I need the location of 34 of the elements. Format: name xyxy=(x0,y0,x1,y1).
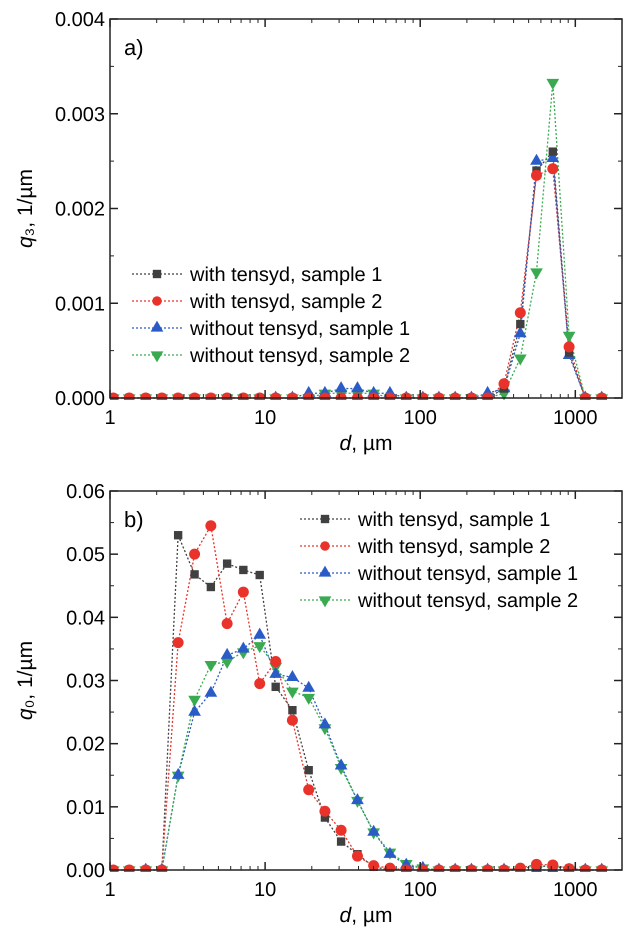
x-tick-label: 1 xyxy=(104,407,116,429)
annotation: a) xyxy=(124,35,144,60)
y-tick-label: 0.06 xyxy=(66,481,105,503)
annotation: b) xyxy=(124,507,144,532)
legend-label: without tensyd, sample 1 xyxy=(357,563,578,585)
y-tick-label: 0.04 xyxy=(66,607,105,630)
legend-label: without tensyd, sample 2 xyxy=(357,590,578,612)
legend-label: without tensyd, sample 1 xyxy=(189,318,410,340)
y-tick-label: 0.001 xyxy=(54,293,105,316)
legend-label: with tensyd, sample 2 xyxy=(189,291,382,313)
x-tick-label: 10 xyxy=(254,407,276,429)
y-axis-title: q₀, 1/µm xyxy=(14,640,37,720)
legend-label: without tensyd, sample 2 xyxy=(189,345,410,367)
x-axis-title: d, µm xyxy=(340,904,392,927)
y-tick-label: 0.00 xyxy=(66,860,105,882)
legend-label: with tensyd, sample 1 xyxy=(189,264,382,286)
y-axis-title: q₃, 1/µm xyxy=(14,168,37,248)
x-tick-label: 100 xyxy=(404,879,437,901)
y-tick-label: 0.003 xyxy=(54,104,105,126)
y-tick-label: 0.03 xyxy=(66,670,105,692)
x-tick-label: 10 xyxy=(254,879,276,901)
y-tick-label: 0.004 xyxy=(54,9,105,31)
y-tick-label: 0.01 xyxy=(66,796,105,819)
x-tick-label: 1000 xyxy=(553,407,598,429)
y-tick-label: 0.05 xyxy=(66,544,105,566)
legend-label: with tensyd, sample 2 xyxy=(357,536,550,558)
x-tick-label: 1000 xyxy=(553,879,598,901)
x-tick-label: 1 xyxy=(104,879,116,901)
y-tick-label: 0.002 xyxy=(54,198,105,220)
x-tick-label: 100 xyxy=(404,407,437,429)
legend-label: with tensyd, sample 1 xyxy=(357,509,550,531)
x-axis-title: d, µm xyxy=(340,432,392,455)
y-tick-label: 0.02 xyxy=(66,734,105,756)
y-tick-label: 0.000 xyxy=(54,388,105,410)
